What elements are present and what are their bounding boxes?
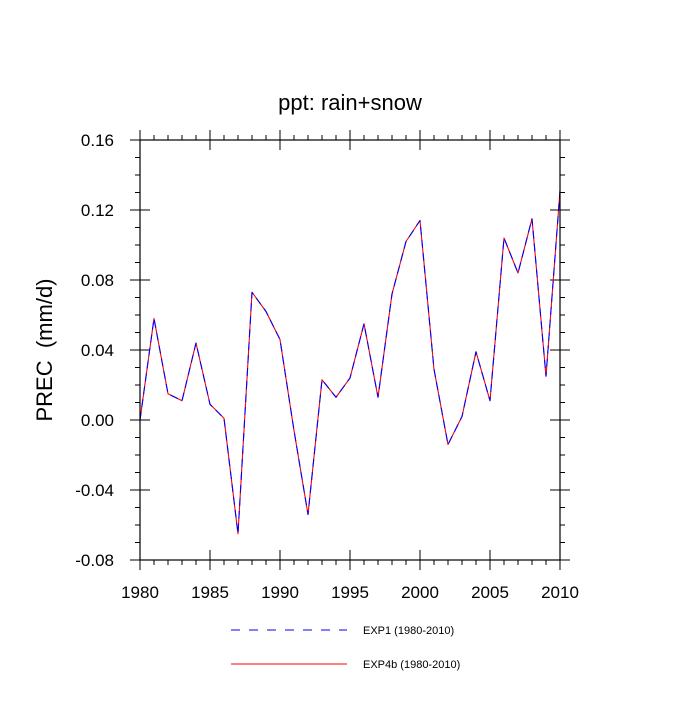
axis-tick-labels: 1980 1985 1990 1995 2000 2005 2010 -0.08 -0.04 0.… (75, 131, 579, 602)
y-axis-label: PREC (mm/d) (32, 279, 57, 422)
legend: EXP1 (1980-2010) EXP4b (1980-2010) (231, 625, 460, 671)
x-tick-label: 2005 (471, 583, 509, 602)
x-tick-label: 1980 (121, 583, 159, 602)
y-tick-label: 0.00 (81, 411, 114, 430)
x-tick-label: 1995 (331, 583, 369, 602)
y-tick-label: -0.04 (75, 481, 114, 500)
series-line-exp1 (139, 190, 561, 535)
x-tick-label: 1990 (261, 583, 299, 602)
x-tick-label: 2010 (541, 583, 579, 602)
y-tick-label: 0.04 (81, 341, 114, 360)
series-line-exp4b (139, 190, 561, 535)
y-tick-label: 0.16 (81, 131, 114, 150)
y-tick-label: 0.08 (81, 271, 114, 290)
legend-label-exp4b: EXP4b (1980-2010) (363, 659, 460, 671)
y-tick-label: -0.08 (75, 551, 114, 570)
x-tick-label: 2000 (401, 583, 439, 602)
plot-frame (139, 139, 561, 561)
axis-ticks (130, 130, 570, 570)
chart-title: ppt: rain+snow (278, 90, 422, 115)
y-tick-label: 0.12 (81, 201, 114, 220)
plot-series (139, 190, 561, 535)
legend-label-exp1: EXP1 (1980-2010) (363, 625, 454, 637)
x-tick-label: 1985 (191, 583, 229, 602)
